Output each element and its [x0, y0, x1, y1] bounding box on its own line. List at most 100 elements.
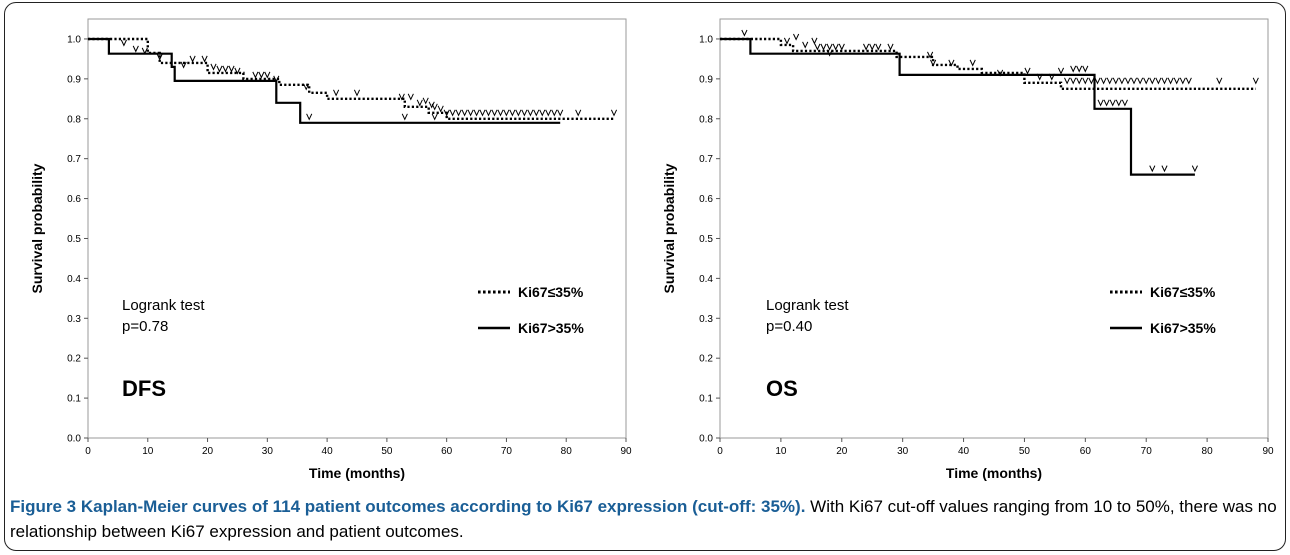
- x-tick-label: 50: [381, 446, 393, 457]
- y-axis-title: Survival probability: [661, 163, 677, 293]
- caption-title: Figure 3 Kaplan-Meier curves of 114 pati…: [10, 497, 806, 516]
- censor-mark: [838, 43, 845, 51]
- censor-mark: [455, 109, 462, 117]
- censor-mark: [1185, 77, 1192, 85]
- y-tick-label: 0.5: [67, 234, 81, 245]
- x-tick-label: 10: [775, 446, 787, 457]
- p-value-label: p=0.78: [122, 318, 168, 335]
- censor-mark: [515, 109, 522, 117]
- censor-mark: [930, 59, 937, 67]
- km-curve-low-ki67: [88, 37, 614, 120]
- x-tick-label: 20: [202, 446, 214, 457]
- chart-dfs: 0.0 0.1 0.2 0.3 0.4 0.5 0.6 0.7 0.8 0.9 1.0 0 10 20 30…: [29, 18, 632, 481]
- censor-mark: [228, 65, 235, 73]
- legend-label-low-ki67: Ki67≤35%: [1150, 284, 1216, 300]
- censor-mark: [1103, 99, 1110, 107]
- x-tick-label: 80: [561, 446, 573, 457]
- censor-mark: [258, 71, 265, 79]
- censor-mark: [1109, 99, 1116, 107]
- censor-mark: [1082, 65, 1089, 73]
- censor-mark: [527, 109, 534, 117]
- censor-mark: [1076, 65, 1083, 73]
- censor-mark: [521, 109, 528, 117]
- y-axis-title: Survival probability: [29, 163, 45, 293]
- censor-mark: [461, 109, 468, 117]
- censor-mark: [1137, 77, 1144, 85]
- y-tick-label: 0.0: [699, 434, 713, 445]
- censor-mark: [539, 109, 546, 117]
- y-tick-label: 0.7: [699, 154, 713, 165]
- censor-mark: [575, 109, 582, 117]
- km-curve-high-ki67: [88, 37, 561, 124]
- x-tick-label: 40: [958, 446, 970, 457]
- censor-mark: [533, 109, 540, 117]
- x-axis-title: Time (months): [309, 465, 405, 481]
- censor-mark: [180, 61, 187, 69]
- plot-area-border: [87, 18, 627, 439]
- y-tick-label: 0.6: [67, 194, 81, 205]
- censor-mark: [398, 93, 405, 101]
- censor-mark: [503, 109, 510, 117]
- censor-mark: [306, 113, 313, 121]
- censor-mark: [491, 109, 498, 117]
- censor-mark: [1118, 77, 1125, 85]
- censor-mark: [948, 59, 955, 67]
- figure-frame: [4, 2, 1286, 551]
- censor-mark: [557, 109, 564, 117]
- censor-mark: [832, 43, 839, 51]
- censor-mark: [969, 59, 976, 67]
- censor-mark: [273, 75, 280, 83]
- censor-mark: [997, 69, 1004, 77]
- censor-mark: [1216, 77, 1223, 85]
- x-tick-label: 30: [897, 446, 909, 457]
- y-tick-label: 0.5: [699, 234, 713, 245]
- censor-mark: [156, 53, 163, 61]
- censor-mark: [201, 55, 208, 63]
- logrank-label: Logrank test: [766, 297, 849, 314]
- censor-mark: [741, 29, 748, 37]
- censor-mark: [887, 43, 894, 51]
- legend-label-high-ki67: Ki67>35%: [1150, 320, 1216, 336]
- x-tick-label: 50: [1019, 446, 1031, 457]
- censor-mark: [431, 103, 438, 111]
- censor-mark: [497, 109, 504, 117]
- censor-mark: [467, 109, 474, 117]
- censor-mark: [222, 65, 229, 73]
- censor-mark: [509, 109, 516, 117]
- censor-mark: [783, 37, 791, 45]
- x-tick-label: 40: [322, 446, 334, 457]
- p-value-label: p=0.40: [766, 318, 812, 335]
- y-tick-label: 0.8: [67, 114, 81, 125]
- censor-mark: [1252, 77, 1259, 85]
- y-tick-label: 0.9: [699, 74, 713, 85]
- legend-label-high-ki67: Ki67>35%: [518, 320, 584, 336]
- y-tick-label: 0.1: [67, 394, 81, 405]
- censor-mark: [820, 43, 827, 51]
- censor-mark: [1076, 77, 1083, 85]
- x-tick-label: 90: [1262, 446, 1274, 457]
- x-tick-label: 80: [1202, 446, 1214, 457]
- censor-mark: [1143, 77, 1150, 85]
- censor-mark: [443, 109, 450, 117]
- censor-mark: [1124, 77, 1132, 85]
- y-tick-label: 0.8: [699, 114, 713, 125]
- censor-mark: [449, 109, 456, 117]
- y-tick-label: 0.2: [699, 354, 713, 365]
- y-tick-label: 0.6: [699, 194, 713, 205]
- legend-label-low-ki67: Ki67≤35%: [518, 284, 584, 300]
- km-curve-high-ki67: [720, 37, 1195, 176]
- censor-mark: [1161, 77, 1168, 85]
- censor-mark: [1173, 77, 1180, 85]
- x-tick-label: 60: [441, 446, 453, 457]
- censor-mark: [814, 43, 821, 51]
- censor-mark: [1024, 67, 1031, 75]
- censor-mark: [422, 97, 429, 105]
- censor-mark: [1100, 77, 1107, 85]
- censor-mark: [1179, 77, 1186, 85]
- censor-mark: [437, 105, 444, 113]
- y-tick-label: 1.0: [699, 34, 713, 45]
- censor-mark: [1121, 99, 1128, 107]
- censor-mark: [1064, 77, 1071, 85]
- censor-mark: [1155, 77, 1162, 85]
- x-tick-label: 70: [1141, 446, 1153, 457]
